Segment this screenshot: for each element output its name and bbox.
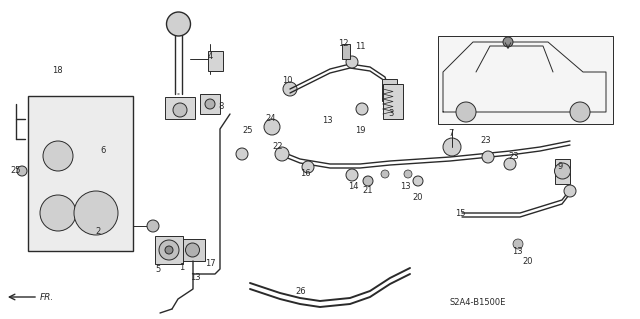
Text: 4: 4 — [208, 53, 213, 62]
Text: FR.: FR. — [40, 293, 54, 301]
Bar — [165, 97, 195, 119]
Bar — [180, 239, 205, 261]
Text: 11: 11 — [355, 42, 365, 51]
Text: 13: 13 — [322, 116, 333, 125]
Circle shape — [43, 141, 73, 171]
Circle shape — [159, 240, 179, 260]
Circle shape — [504, 158, 516, 170]
Text: 20: 20 — [522, 256, 532, 265]
Text: 17: 17 — [205, 259, 216, 269]
Text: 14: 14 — [348, 182, 358, 191]
Bar — [342, 44, 350, 59]
Circle shape — [165, 246, 173, 254]
Text: 9: 9 — [558, 162, 563, 172]
Text: 6: 6 — [100, 146, 106, 155]
Bar — [555, 159, 570, 184]
Text: 25: 25 — [10, 167, 20, 175]
Text: 3: 3 — [388, 109, 394, 118]
Text: 8: 8 — [218, 102, 223, 112]
Text: 1: 1 — [179, 263, 184, 271]
Circle shape — [456, 102, 476, 122]
Circle shape — [236, 148, 248, 160]
Circle shape — [570, 102, 590, 122]
Text: 23: 23 — [480, 137, 491, 145]
Text: 5: 5 — [155, 264, 160, 273]
Circle shape — [404, 170, 412, 178]
Text: 18: 18 — [52, 66, 63, 76]
Text: 13: 13 — [190, 272, 200, 281]
Bar — [200, 94, 220, 114]
Circle shape — [503, 37, 513, 47]
Circle shape — [186, 243, 200, 257]
Text: 16: 16 — [300, 169, 310, 179]
Circle shape — [443, 138, 461, 156]
Bar — [155, 236, 183, 264]
Circle shape — [302, 161, 314, 173]
Text: 13: 13 — [512, 247, 523, 256]
Circle shape — [17, 166, 27, 176]
Bar — [382, 79, 397, 101]
Circle shape — [166, 12, 191, 36]
Circle shape — [346, 169, 358, 181]
Text: 21: 21 — [362, 187, 372, 196]
Circle shape — [554, 163, 570, 179]
Circle shape — [356, 103, 368, 115]
Circle shape — [564, 185, 576, 197]
Circle shape — [173, 103, 187, 117]
Bar — [383, 84, 403, 119]
Circle shape — [264, 119, 280, 135]
Text: 25: 25 — [242, 127, 253, 136]
Circle shape — [205, 99, 215, 109]
Circle shape — [381, 170, 389, 178]
Text: 2: 2 — [95, 226, 100, 235]
Circle shape — [346, 56, 358, 68]
Circle shape — [363, 176, 373, 186]
Text: 19: 19 — [355, 127, 365, 136]
Text: 13: 13 — [400, 182, 411, 191]
Text: 12: 12 — [338, 40, 349, 48]
Text: 7: 7 — [448, 130, 453, 138]
Text: 20: 20 — [412, 192, 422, 202]
Text: 23: 23 — [508, 152, 518, 161]
Text: 22: 22 — [272, 143, 282, 152]
Text: 24: 24 — [265, 115, 275, 123]
Circle shape — [283, 82, 297, 96]
Circle shape — [513, 239, 523, 249]
Bar — [208, 51, 223, 71]
Circle shape — [413, 176, 423, 186]
Circle shape — [74, 191, 118, 235]
Bar — [438, 36, 613, 124]
Circle shape — [482, 151, 494, 163]
Circle shape — [275, 147, 289, 161]
Bar — [28, 96, 133, 251]
Text: S2A4-B1500E: S2A4-B1500E — [450, 298, 506, 307]
Text: 15: 15 — [455, 210, 465, 219]
Circle shape — [147, 220, 159, 232]
Text: 26: 26 — [295, 286, 306, 295]
Circle shape — [40, 195, 76, 231]
Text: 10: 10 — [282, 77, 292, 85]
